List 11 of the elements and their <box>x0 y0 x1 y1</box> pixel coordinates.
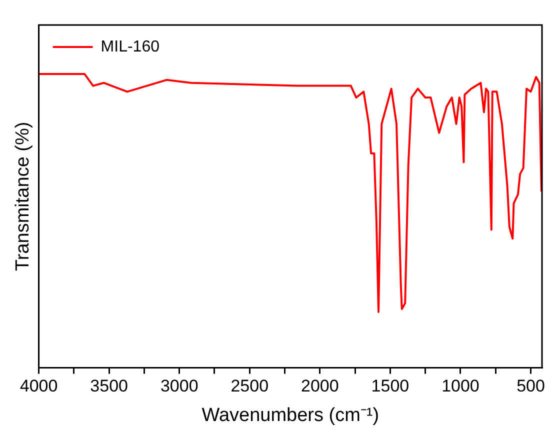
x-tick-label: 4000 <box>20 376 58 396</box>
x-tick-label: 2000 <box>301 376 339 396</box>
x-axis-title: Wavenumbers (cm⁻¹) <box>202 404 380 426</box>
x-tick-label: 2500 <box>230 376 269 396</box>
x-tick-label: 500 <box>516 376 545 396</box>
legend-label: MIL-160 <box>100 38 160 56</box>
x-tick-label: 1500 <box>371 376 410 396</box>
y-axis-title: Transmitance (%) <box>12 122 34 272</box>
x-tick-label: 3000 <box>160 376 198 396</box>
x-tick-label: 1000 <box>442 376 480 396</box>
x-tick-label: 3500 <box>90 376 128 396</box>
